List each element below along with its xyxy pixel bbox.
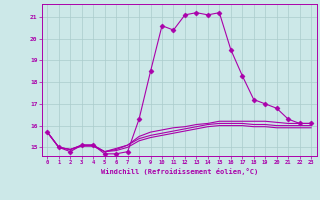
- X-axis label: Windchill (Refroidissement éolien,°C): Windchill (Refroidissement éolien,°C): [100, 168, 258, 175]
